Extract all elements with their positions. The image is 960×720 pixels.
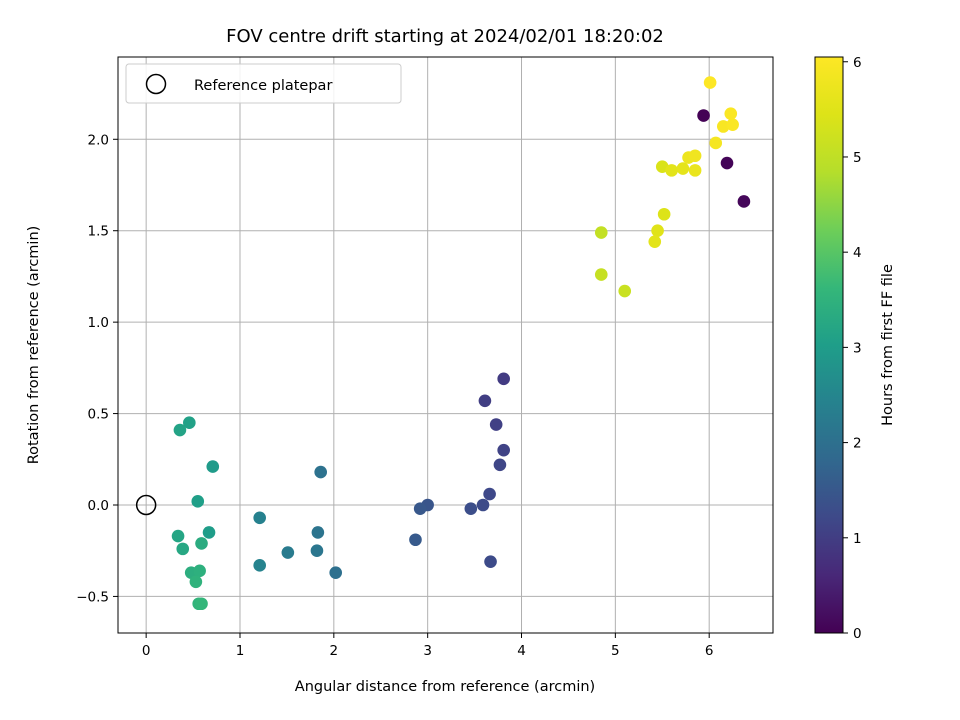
data-point [206, 460, 220, 473]
y-axis-ticks: −0.5 0.0 0.5 1.0 1.5 2.0 [76, 132, 118, 605]
x-tick-label: 1 [236, 643, 245, 659]
data-point [478, 394, 492, 408]
colorbar-ticks: 0 1 2 3 4 5 6 [843, 55, 862, 642]
data-point [697, 109, 710, 122]
colorbar-tick-label: 2 [853, 436, 862, 452]
data-point [493, 458, 507, 472]
data-point [483, 487, 496, 501]
legend-marker [145, 73, 167, 95]
colorbar: 0 1 2 3 4 5 6 Hours from first FF file [814, 55, 896, 642]
colorbar-tick-label: 5 [853, 150, 862, 166]
y-tick-label: 2.0 [88, 132, 109, 148]
colorbar-tick-label: 4 [853, 245, 862, 261]
data-point [195, 537, 208, 550]
data-point [716, 120, 730, 133]
x-axis-label: Angular distance from reference (arcmin) [295, 679, 595, 695]
data-point [281, 546, 295, 559]
y-tick-label: 1.5 [88, 224, 109, 240]
legend-box [125, 63, 402, 104]
x-tick-label: 0 [142, 643, 151, 659]
data-point [484, 555, 497, 568]
data-point [176, 542, 190, 556]
data-point [189, 575, 203, 589]
data-point [253, 511, 266, 525]
legend-entry: Reference platepar [194, 78, 332, 94]
colorbar-tick-label: 6 [853, 55, 862, 71]
y-tick-label: 1.0 [88, 315, 109, 331]
grid-lines [118, 57, 773, 633]
data-point [497, 372, 510, 386]
data-point [311, 526, 325, 539]
data-point [618, 284, 632, 298]
data-points [171, 76, 751, 611]
colorbar-label: Hours from first FF file [880, 264, 896, 426]
data-point [688, 149, 702, 163]
colorbar-gradient [814, 56, 844, 634]
chart-title: FOV centre drift starting at 2024/02/01 … [226, 26, 664, 47]
x-tick-label: 3 [423, 643, 432, 659]
data-point [648, 235, 662, 248]
data-point [489, 418, 503, 431]
colorbar-tick-label: 3 [853, 340, 862, 356]
data-point [676, 162, 690, 175]
data-point [594, 226, 608, 239]
data-point [720, 156, 734, 170]
y-tick-label: −0.5 [76, 589, 109, 605]
data-point [688, 164, 702, 177]
data-point [724, 107, 738, 120]
data-point [709, 136, 723, 150]
data-point [193, 564, 206, 578]
x-tick-label: 5 [611, 643, 620, 659]
y-tick-label: 0.5 [88, 407, 109, 423]
colorbar-tick-label: 1 [853, 531, 862, 547]
data-point [657, 207, 671, 221]
x-tick-label: 4 [517, 643, 526, 659]
data-point [173, 423, 187, 437]
data-point [314, 465, 327, 479]
data-point [310, 544, 324, 558]
data-point [183, 416, 196, 430]
x-axis-ticks: 0 1 2 3 4 5 6 [142, 633, 714, 659]
data-point [171, 529, 185, 543]
data-point [497, 443, 510, 457]
data-point [726, 118, 739, 131]
data-point [253, 559, 266, 572]
data-point [651, 224, 664, 238]
reference-platepar-marker [135, 494, 157, 516]
data-point [476, 498, 490, 512]
data-point [329, 566, 343, 579]
data-point [409, 533, 422, 547]
data-point [703, 76, 717, 89]
data-point [202, 526, 216, 539]
data-point [594, 268, 608, 281]
data-point [737, 195, 751, 208]
x-tick-label: 2 [330, 643, 339, 659]
data-point [464, 502, 478, 515]
y-axis-label: Rotation from reference (arcmin) [26, 226, 42, 465]
y-tick-label: 0.0 [88, 498, 109, 514]
data-point [191, 495, 205, 508]
data-point [195, 597, 208, 611]
data-point [413, 502, 427, 515]
x-tick-label: 6 [705, 643, 714, 659]
plot-frame [117, 56, 774, 634]
data-point [665, 164, 678, 177]
legend: Reference platepar [125, 63, 402, 104]
colorbar-tick-label: 0 [853, 626, 862, 642]
